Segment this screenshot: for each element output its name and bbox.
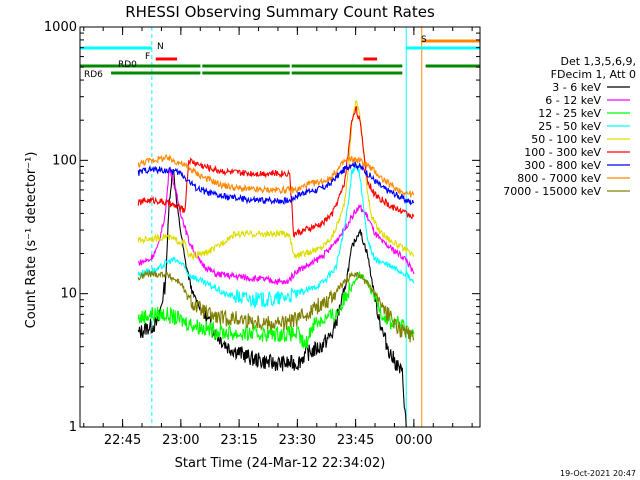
y-tick-label-0: 1 — [69, 420, 77, 435]
x-tick-label-5: 00:00 — [395, 433, 432, 448]
y-axis-label: Count Rate (s⁻¹ detector⁻¹) — [24, 152, 39, 329]
series-line-0 — [137, 168, 407, 428]
state-label-n: N — [157, 42, 164, 52]
legend-label-3: 25 - 50 keV — [538, 120, 601, 133]
state-label-s: S — [421, 35, 427, 45]
legend-label-0: 3 - 6 keV — [552, 81, 601, 94]
series-line-3 — [137, 163, 415, 310]
footer-timestamp: 19-Oct-2021 20:47 — [560, 469, 636, 478]
series-line-7 — [137, 153, 415, 198]
y-tick-label-3: 1000 — [44, 20, 77, 35]
x-tick-label-1: 23:00 — [162, 433, 199, 448]
x-tick-label-3: 23:30 — [279, 433, 316, 448]
y-tick-label-1: 10 — [60, 287, 77, 302]
plot-area: NF S RD0 RD6 — [79, 27, 481, 428]
x-tick-label-4: 23:45 — [337, 433, 374, 448]
x-axis-label: Start Time (24-Mar-12 22:34:02) — [175, 456, 386, 471]
series-line-8 — [137, 269, 414, 343]
legend-label-1: 6 - 12 keV — [545, 94, 601, 107]
legend-header-1: FDecim 1, Att 0 — [551, 68, 636, 81]
series-line-5 — [137, 105, 415, 238]
state-label-rd0: RD0 — [118, 60, 137, 70]
legend-label-6: 300 - 800 keV — [524, 159, 601, 172]
legend-label-4: 50 - 100 keV — [531, 133, 601, 146]
chart-title: RHESSI Observing Summary Count Rates — [125, 3, 435, 21]
legend-label-8: 7000 - 15000 keV — [503, 185, 601, 198]
state-label-rd6: RD6 — [84, 70, 103, 80]
series-line-4 — [137, 100, 415, 261]
y-tick-label-2: 100 — [52, 153, 77, 168]
axes: 1 10 100 1000 22:45 23:00 23:15 23:30 23:45 00:00 — [44, 20, 480, 448]
legend: Det 1,3,5,6,9,FDecim 1, Att 03 - 6 keV6 … — [503, 55, 636, 198]
legend-label-7: 800 - 7000 keV — [517, 172, 601, 185]
legend-label-2: 12 - 25 keV — [538, 107, 601, 120]
legend-header-0: Det 1,3,5,6,9, — [560, 55, 636, 68]
x-tick-label-0: 22:45 — [104, 433, 141, 448]
plot-frame — [79, 26, 481, 428]
state-label-f: F — [145, 52, 150, 62]
series-line-1 — [137, 167, 415, 286]
legend-label-5: 100 - 300 keV — [524, 146, 601, 159]
series-line-6 — [137, 161, 415, 206]
x-tick-label-2: 23:15 — [220, 433, 257, 448]
